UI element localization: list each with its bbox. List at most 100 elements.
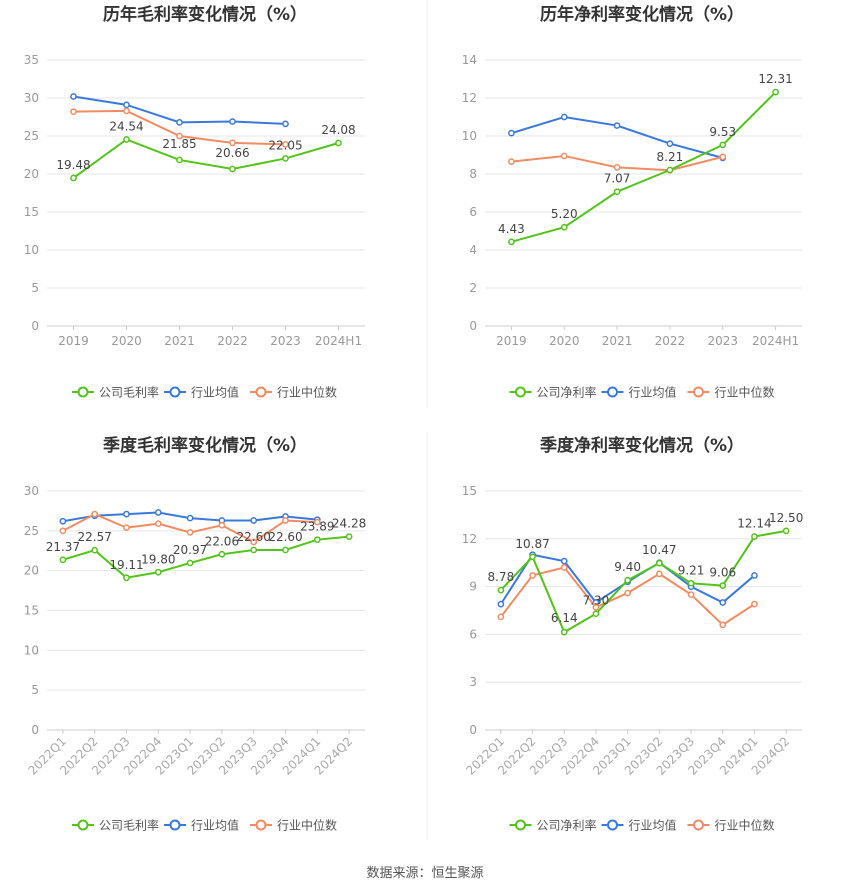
x-tick-label: 2020 [549, 334, 580, 348]
data-label: 8.21 [657, 150, 684, 164]
legend-item-industry_median: 行业中位数 [250, 385, 337, 400]
data-label: 10.47 [642, 543, 676, 557]
data-point-company [772, 88, 779, 96]
data-point-industry_median [529, 572, 536, 579]
data-point-industry_avg [123, 510, 130, 518]
data-point-company [719, 582, 727, 589]
y-tick-label: 15 [462, 484, 477, 498]
legend-swatch-marker [255, 386, 267, 398]
legend-swatch-marker [515, 386, 526, 398]
legend-item-industry_avg: 行业均值 [164, 818, 239, 833]
data-point-company [560, 223, 568, 231]
data-point-company [282, 546, 289, 554]
y-tick-label: 0 [31, 319, 39, 333]
y-tick-label: 6 [469, 627, 477, 641]
data-label: 22.05 [268, 138, 302, 152]
x-tick-label: 2021 [602, 334, 633, 348]
data-point-industry_median [687, 591, 695, 598]
legend-label: 行业中位数 [715, 385, 775, 400]
y-tick-label: 20 [24, 167, 39, 181]
legend-swatch-marker [77, 819, 89, 831]
y-tick-label: 30 [24, 484, 39, 498]
data-label: 12.14 [737, 517, 771, 531]
y-tick-label: 0 [31, 723, 39, 737]
data-point-company [123, 574, 130, 582]
data-label: 22.60 [237, 530, 271, 544]
legend-label: 行业中位数 [715, 818, 775, 833]
y-tick-label: 5 [31, 281, 39, 295]
data-label: 20.66 [215, 146, 249, 160]
data-source-note: 数据来源：恒生聚源 [366, 866, 484, 881]
data-point-company [345, 533, 353, 540]
x-tick-label: 2021 [164, 334, 195, 348]
chart-quarterly-gross: 季度毛利率变化情况（%）0510152025302022Q12022Q22022… [24, 435, 367, 833]
data-point-industry_avg [560, 557, 568, 565]
legend-item-industry_avg: 行业均值 [601, 385, 677, 400]
data-point-company [751, 533, 758, 540]
y-tick-label: 10 [24, 243, 39, 257]
chart-title: 历年毛利率变化情况（%） [103, 4, 307, 25]
legend-label: 公司毛利率 [99, 385, 159, 400]
data-point-company [624, 576, 632, 584]
data-point-industry_avg [666, 140, 674, 147]
y-tick-label: 0 [469, 723, 477, 737]
chart-title: 季度净利率变化情况（%） [540, 435, 744, 456]
data-point-industry_median [123, 107, 130, 115]
y-tick-label: 6 [469, 205, 477, 219]
data-label: 8.78 [487, 570, 514, 584]
y-tick-label: 10 [462, 129, 477, 143]
legend-swatch-marker [169, 386, 181, 398]
legend-label: 行业均值 [629, 385, 677, 400]
data-point-industry_avg [719, 599, 727, 606]
chart-quarterly-net: 季度净利率变化情况（%）036912152022Q12022Q22022Q320… [462, 435, 804, 833]
data-label: 21.37 [46, 540, 80, 554]
data-point-company [529, 553, 536, 561]
data-point-industry_median [229, 139, 236, 147]
legend-label: 行业均值 [191, 818, 239, 833]
data-point-company [592, 610, 600, 618]
data-point-industry_avg [123, 101, 130, 109]
chart-annual-net: 历年净利率变化情况（%） 0 2 4 6 8 10 12 14 2019 2020 2021 2022 2… [462, 4, 802, 400]
data-point-industry_avg [508, 129, 515, 137]
data-point-industry_median [497, 613, 505, 621]
series-line-company [500, 529, 787, 634]
data-point-company [656, 559, 663, 567]
legend-item-company: 公司毛利率 [72, 818, 159, 833]
data-point-industry_median [282, 517, 289, 524]
data-point-company [313, 536, 321, 544]
y-tick-label: 4 [469, 243, 477, 257]
y-tick-label: 30 [24, 91, 39, 105]
data-point-industry_avg [613, 122, 621, 129]
data-point-company [666, 166, 674, 174]
data-point-industry_avg [70, 93, 77, 100]
data-label: 22.60 [268, 530, 302, 544]
data-point-company [560, 628, 568, 636]
y-tick-label: 2 [469, 281, 477, 295]
legend-label: 行业中位数 [277, 385, 337, 400]
x-tick-label: 2022 [655, 334, 686, 348]
data-point-company [59, 556, 67, 564]
legend-swatch-marker [607, 819, 618, 831]
data-point-industry_median [560, 152, 568, 160]
data-point-company [613, 188, 621, 196]
data-point-industry_median [751, 600, 758, 608]
y-tick-label: 14 [462, 53, 477, 67]
data-point-industry_median [613, 164, 621, 171]
legend-label: 公司净利率 [537, 818, 597, 833]
data-point-company [91, 546, 99, 554]
legend-swatch-marker [169, 819, 181, 831]
data-label: 10.87 [515, 537, 549, 551]
y-tick-label: 15 [24, 205, 39, 219]
y-tick-label: 12 [462, 91, 477, 105]
y-tick-label: 35 [24, 53, 39, 67]
data-label: 7.07 [604, 172, 631, 186]
legend-swatch-marker [607, 386, 618, 398]
legend-item-company: 公司毛利率 [72, 385, 159, 400]
x-tick-label: 2024H1 [315, 334, 362, 348]
data-label: 6.14 [551, 611, 578, 625]
y-tick-label: 10 [24, 643, 39, 657]
legend-swatch-marker [515, 819, 526, 831]
data-point-industry_median [154, 520, 162, 528]
data-point-industry_avg [59, 517, 67, 525]
